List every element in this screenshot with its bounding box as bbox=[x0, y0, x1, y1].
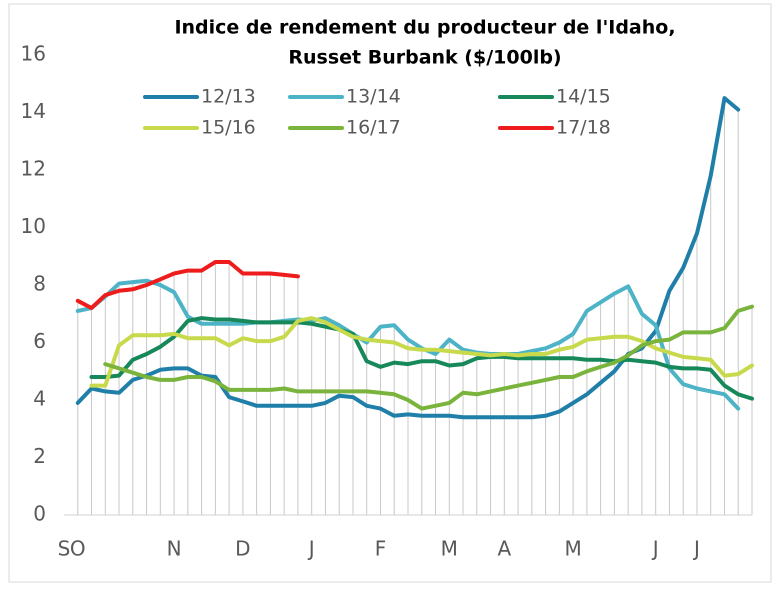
y-tick-label: 6 bbox=[33, 329, 46, 353]
y-tick-label: 8 bbox=[33, 272, 46, 296]
chart-title: Indice de rendement du producteur de l'I… bbox=[174, 17, 675, 39]
y-tick-label: 12 bbox=[21, 157, 46, 181]
y-tick-label: 4 bbox=[33, 387, 46, 411]
chart-title: Russet Burbank ($/100lb) bbox=[288, 47, 561, 69]
y-tick-label: 0 bbox=[33, 502, 46, 526]
y-tick-label: 2 bbox=[33, 444, 46, 468]
y-tick-label: 14 bbox=[21, 99, 46, 123]
x-tick-label: D bbox=[235, 537, 250, 561]
legend-label: 15/16 bbox=[201, 117, 256, 139]
legend-label: 14/15 bbox=[556, 86, 611, 108]
series-line bbox=[89, 316, 754, 388]
x-tick-label: N bbox=[167, 537, 182, 561]
series-line bbox=[75, 278, 741, 411]
x-tick-label: S bbox=[58, 537, 71, 561]
series-line bbox=[75, 260, 300, 310]
legend-label: 12/13 bbox=[201, 86, 256, 108]
y-tick-label: 16 bbox=[21, 42, 46, 66]
legend-label: 16/17 bbox=[346, 117, 401, 139]
series-line bbox=[89, 316, 754, 401]
x-tick-label: F bbox=[375, 537, 387, 561]
x-tick-label: M bbox=[564, 537, 581, 561]
x-tick-label: M bbox=[441, 537, 458, 561]
x-tick-label: O bbox=[70, 537, 86, 561]
y-tick-label: 10 bbox=[21, 214, 46, 238]
legend-label: 17/18 bbox=[556, 117, 611, 139]
chart-border bbox=[8, 3, 772, 583]
x-tick-label: J bbox=[307, 537, 315, 561]
x-tick-label: J bbox=[651, 537, 659, 561]
legend-label: 13/14 bbox=[346, 86, 401, 108]
x-tick-label: J bbox=[692, 537, 700, 561]
x-tick-label: A bbox=[497, 537, 511, 561]
series-line bbox=[103, 304, 754, 411]
